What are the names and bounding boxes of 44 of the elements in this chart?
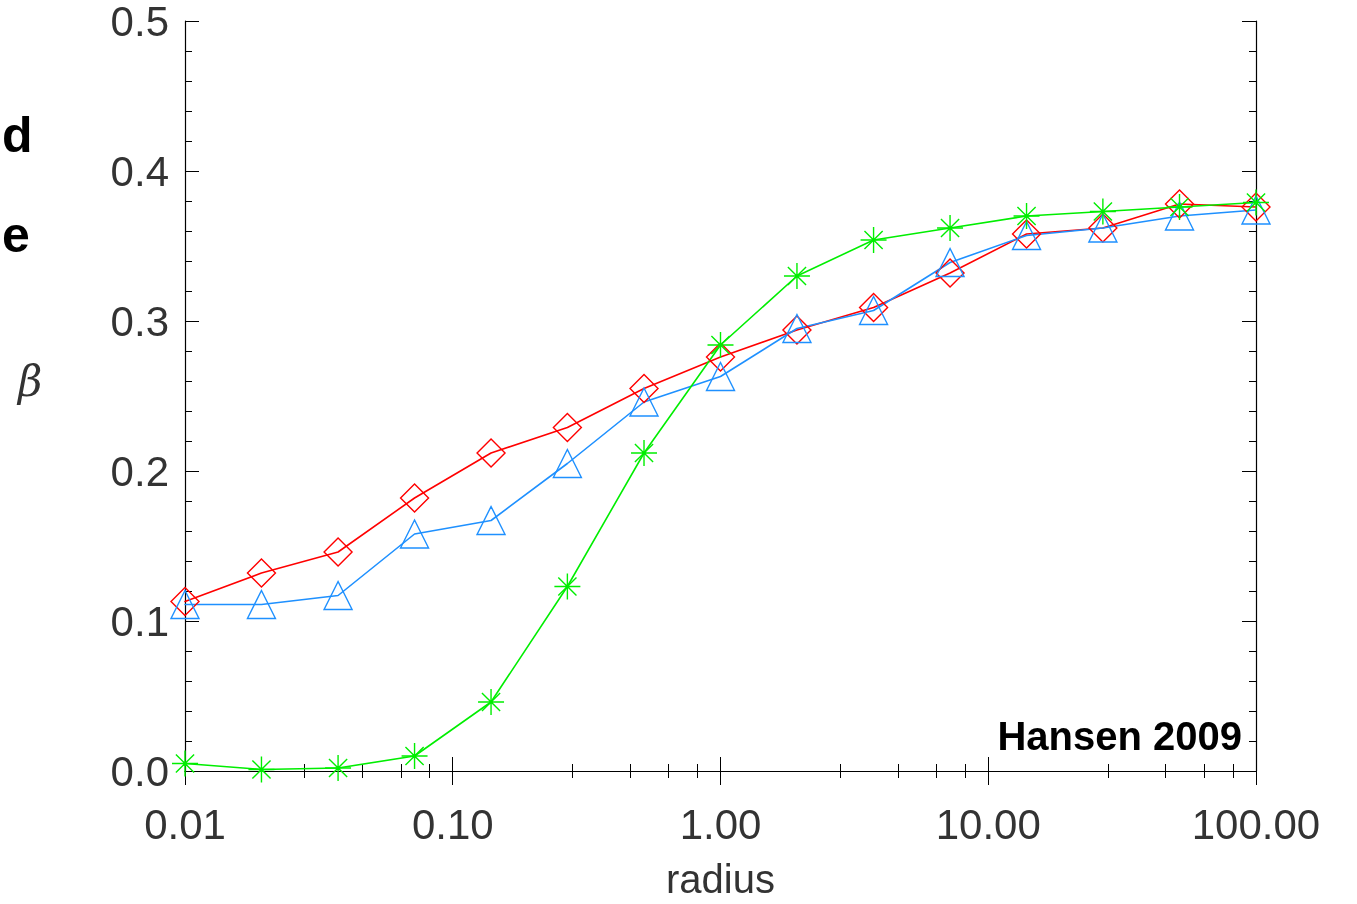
y-axis-title: β [16,356,43,406]
point [1089,197,1117,226]
point [859,226,888,254]
point [706,331,735,359]
x-axis-title: radius [666,857,775,901]
x-tick-label: 10.00 [935,800,1041,848]
point [247,755,276,784]
point [323,537,353,567]
y-tick-label: 0.3 [110,297,169,345]
point [246,589,277,620]
x-tick-label: 0.01 [144,800,226,848]
point [476,505,506,536]
point [400,742,429,770]
point [705,361,736,392]
point [1164,201,1195,231]
point [935,247,965,278]
text: e [2,207,30,263]
point [629,387,659,417]
point [552,448,583,479]
point [629,373,659,404]
point [553,572,582,601]
y-tick-label: 0.4 [110,147,169,195]
point [324,754,352,782]
y-tick-label: 0.1 [110,597,169,645]
annotation: Hansen 2009 [997,714,1242,758]
point [323,580,353,611]
x-tick-label: 0.10 [411,800,494,848]
point [246,558,277,588]
point [476,438,506,468]
point [552,412,583,443]
point [399,519,430,549]
y-tick-label: 0.5 [110,0,169,45]
point [935,258,965,288]
point [783,262,811,290]
y-tick-label: 0.0 [110,747,169,795]
point [630,439,658,467]
text: d [2,107,33,163]
x-tick-label: 100.00 [1191,800,1321,848]
point [936,214,964,242]
point [477,688,505,716]
point [1012,202,1041,230]
y-tick-label: 0.2 [110,447,169,495]
point [399,483,430,513]
x-tick-label: 1.00 [679,800,762,848]
